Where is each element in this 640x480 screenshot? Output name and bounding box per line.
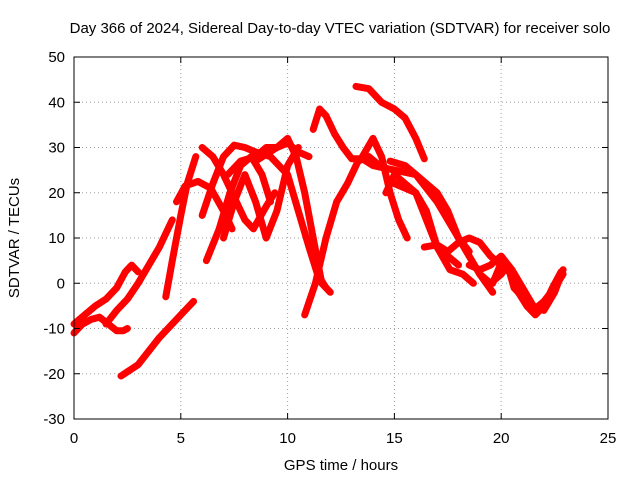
- series-line-trace-2: [70, 313, 131, 337]
- y-tick-label: 50: [48, 49, 65, 66]
- y-tick-label: 0: [57, 275, 65, 292]
- chart-title: Day 366 of 2024, Sidereal Day-to-day VTE…: [70, 20, 611, 37]
- series-line-trace-23: [489, 259, 565, 319]
- grid-lines: [74, 57, 608, 419]
- y-tick-label: 20: [48, 185, 65, 202]
- x-tick-label: 10: [279, 430, 296, 447]
- x-axis-label: GPS time / hours: [284, 457, 398, 474]
- series-line-trace-7: [198, 144, 279, 233]
- x-tick-label: 0: [70, 430, 78, 447]
- series-line-trace-13: [301, 153, 383, 319]
- y-tick-label: 10: [48, 230, 65, 247]
- x-tick-label: 20: [493, 430, 510, 447]
- x-tick-label: 5: [177, 430, 185, 447]
- series-line-trace-15: [352, 82, 428, 163]
- y-tick-label: 30: [48, 140, 65, 157]
- y-tick-label: -10: [43, 321, 65, 338]
- y-axis-label: SDTVAR / TECUs: [6, 178, 23, 298]
- y-tick-label: -20: [43, 366, 65, 383]
- series-line-trace-16: [358, 134, 411, 242]
- x-tick-labels: 0 5 10 15 20 25: [70, 430, 617, 447]
- data-series: [70, 82, 567, 380]
- series-line-trace-3: [102, 216, 176, 328]
- series-line-trace-5: [162, 153, 200, 301]
- y-tick-label: -30: [43, 411, 65, 428]
- series-line-trace-18: [386, 157, 473, 256]
- axis-ticks: [73, 56, 609, 420]
- x-tick-label: 15: [386, 430, 403, 447]
- series-line-trace-10: [220, 144, 302, 242]
- x-tick-label: 25: [600, 430, 617, 447]
- series-line-trace-4: [117, 297, 198, 380]
- y-tick-label: 40: [48, 94, 65, 111]
- series-line-trace-19: [390, 180, 477, 287]
- series-line-trace-1: [70, 261, 142, 328]
- y-tick-labels: -30 -20 -10 0 10 20 30 40 50: [43, 49, 65, 428]
